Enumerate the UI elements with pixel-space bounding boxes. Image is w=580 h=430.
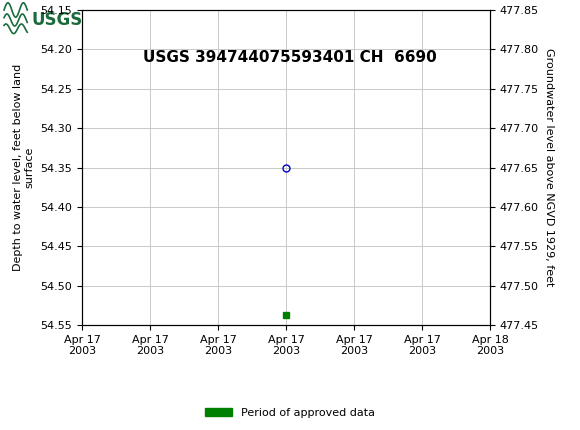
Y-axis label: Depth to water level, feet below land
surface: Depth to water level, feet below land su… [13, 64, 35, 271]
Legend: Period of approved data: Period of approved data [200, 403, 380, 422]
Bar [3, 2, 67, 38]
Text: USGS: USGS [32, 11, 83, 29]
Y-axis label: Groundwater level above NGVD 1929, feet: Groundwater level above NGVD 1929, feet [545, 48, 554, 287]
Text: USGS 394744075593401 CH  6690: USGS 394744075593401 CH 6690 [143, 50, 437, 65]
